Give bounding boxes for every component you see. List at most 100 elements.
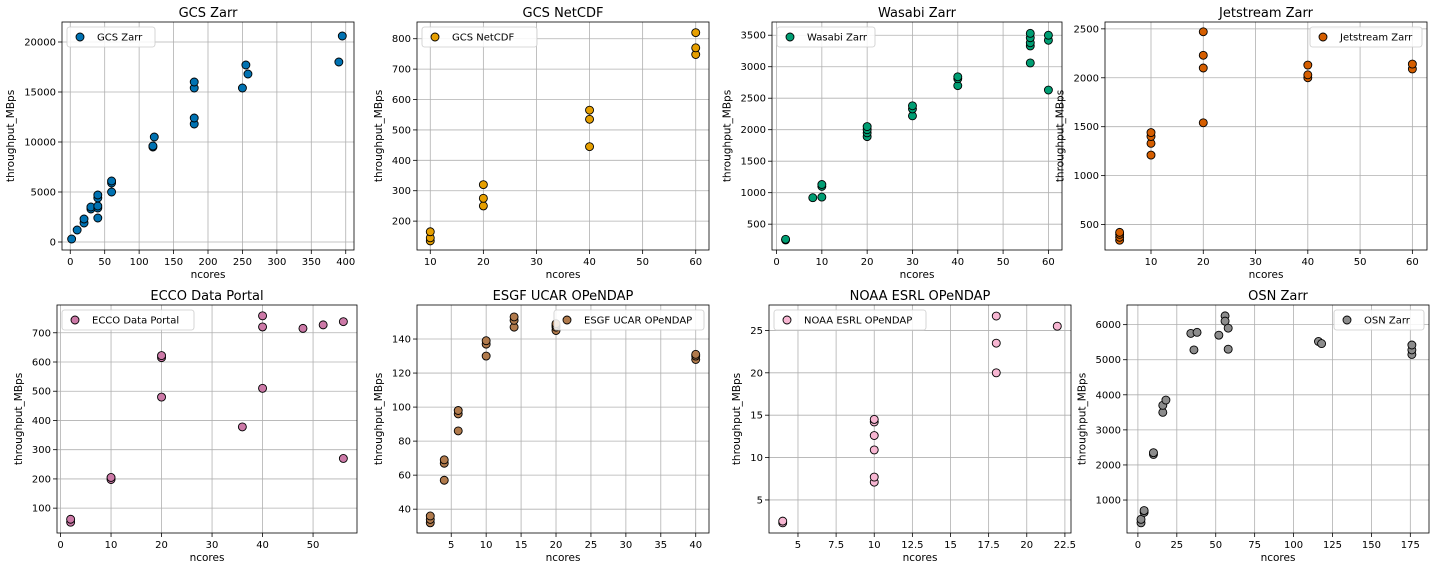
x-tick-label: 25 <box>585 540 598 551</box>
data-point <box>93 201 103 211</box>
y-tick-label: 3000 <box>1096 425 1121 436</box>
y-tick-label: 2000 <box>1074 73 1099 84</box>
legend: Wasabi Zarr <box>776 26 876 48</box>
x-tick-label: 0 <box>67 257 73 268</box>
chart-panel: 0 50 100 150 200 250 300 350 400 0 5000 10000 15000 2… <box>5 6 355 281</box>
chart-panel: 5 10 15 20 25 30 35 40 40 60 80 100 120 140 ESGF UCAR … <box>373 289 710 564</box>
x-tick-label: 15 <box>944 540 957 551</box>
legend-label: ECCO Data Portal <box>92 316 179 327</box>
legend: NOAA ESRL OPeNDAP <box>773 309 927 331</box>
legend-marker <box>75 32 85 42</box>
y-tick-label: 100 <box>32 504 51 515</box>
x-tick-label: 40 <box>583 257 596 268</box>
x-axis-label: ncores <box>546 552 581 564</box>
x-axis-label: ncores <box>1261 552 1296 564</box>
x-tick-label: 15 <box>515 540 528 551</box>
legend-marker <box>562 315 572 325</box>
x-tick-label: 10 <box>105 540 118 551</box>
y-tick-label: 200 <box>392 217 411 228</box>
x-axis-label: ncores <box>1249 269 1284 281</box>
data-point <box>478 193 488 203</box>
data-point <box>237 422 247 432</box>
y-tick-label: 120 <box>392 369 411 380</box>
y-axis-label: throughput_MBps <box>373 373 385 465</box>
chart-title: OSN Zarr <box>1248 289 1308 304</box>
chart-title: Jetstream Zarr <box>1218 6 1314 21</box>
legend-box <box>66 26 156 48</box>
data-point <box>189 77 199 87</box>
x-tick-label: 50 <box>98 257 111 268</box>
chart-title: GCS NetCDF <box>523 6 604 21</box>
data-point <box>781 234 791 244</box>
data-point <box>148 141 158 151</box>
data-point <box>1146 128 1156 138</box>
data-point <box>808 193 818 203</box>
x-tick-label: 350 <box>302 257 321 268</box>
x-tick-label: 50 <box>1209 540 1222 551</box>
y-tick-label: 700 <box>32 328 51 339</box>
data-point <box>1407 59 1417 69</box>
y-tick-label: 25 <box>750 326 763 337</box>
y-tick-label: 600 <box>32 358 51 369</box>
x-tick-label: 30 <box>906 257 919 268</box>
y-tick-label: 60 <box>398 471 411 482</box>
x-tick-label: 20 <box>1197 257 1210 268</box>
y-tick-label: 5000 <box>1096 355 1121 366</box>
y-tick-label: 800 <box>392 34 411 45</box>
axes-frame <box>1104 21 1428 251</box>
y-tick-label: 600 <box>392 95 411 106</box>
x-tick-label: 35 <box>654 540 667 551</box>
data-point <box>189 113 199 123</box>
chart-panel: 10 20 30 40 50 60 500 1000 1500 2000 2500 Jetstream… <box>1054 6 1428 281</box>
data-point <box>991 311 1001 321</box>
y-tick-label: 140 <box>392 335 411 346</box>
data-point <box>72 225 82 235</box>
legend: OSN Zarr <box>1333 309 1425 331</box>
data-point <box>481 336 491 346</box>
x-tick-label: 175 <box>1401 540 1420 551</box>
y-axis-label: throughput_MBps <box>731 373 743 465</box>
data-point <box>953 72 963 82</box>
legend: Jetstream Zarr <box>1309 26 1423 48</box>
data-point <box>1198 27 1208 37</box>
data-point <box>1025 28 1035 38</box>
x-tick-label: 0 <box>57 540 63 551</box>
chart-panel: 0 10 20 30 40 50 100 200 300 400 500 600 700 ECCO Dat… <box>13 289 358 564</box>
x-tick-label: 30 <box>1249 257 1262 268</box>
data-point <box>258 311 268 321</box>
legend-label: Wasabi Zarr <box>807 33 868 44</box>
y-tick-label: 500 <box>1080 220 1099 231</box>
data-point <box>1198 63 1208 73</box>
x-tick-label: 75 <box>1248 540 1261 551</box>
legend-marker <box>430 32 440 42</box>
y-tick-label: 5000 <box>31 188 56 199</box>
chart-title: GCS Zarr <box>179 6 239 21</box>
y-tick-label: 10 <box>750 453 763 464</box>
y-tick-label: 500 <box>747 220 766 231</box>
x-axis-label: ncores <box>546 269 581 281</box>
data-point <box>157 392 166 402</box>
legend: ESGF UCAR OPeNDAP <box>553 309 705 331</box>
data-point <box>439 475 449 485</box>
x-axis-label: ncores <box>191 269 226 281</box>
y-tick-label: 400 <box>392 156 411 167</box>
x-tick-label: 20 <box>155 540 168 551</box>
x-tick-label: 10 <box>815 257 828 268</box>
data-point <box>1223 323 1233 333</box>
data-point <box>869 472 879 482</box>
y-tick-label: 3000 <box>741 62 766 73</box>
data-point <box>79 214 89 224</box>
x-tick-label: 400 <box>336 257 355 268</box>
x-tick-label: 50 <box>997 257 1010 268</box>
data-point <box>337 31 347 41</box>
data-point <box>93 213 103 223</box>
data-point <box>478 180 488 190</box>
chart-panel: 0 25 50 75 100 125 150 175 1000 2000 3000 4000 5000 6… <box>1076 289 1430 564</box>
data-point <box>817 180 827 189</box>
x-tick-label: 12.5 <box>901 540 923 551</box>
data-point <box>1192 327 1202 337</box>
data-point <box>585 105 594 115</box>
chart-title: NOAA ESRL OPeNDAP <box>850 289 991 304</box>
data-point <box>908 101 917 111</box>
y-tick-label: 10000 <box>24 138 56 149</box>
